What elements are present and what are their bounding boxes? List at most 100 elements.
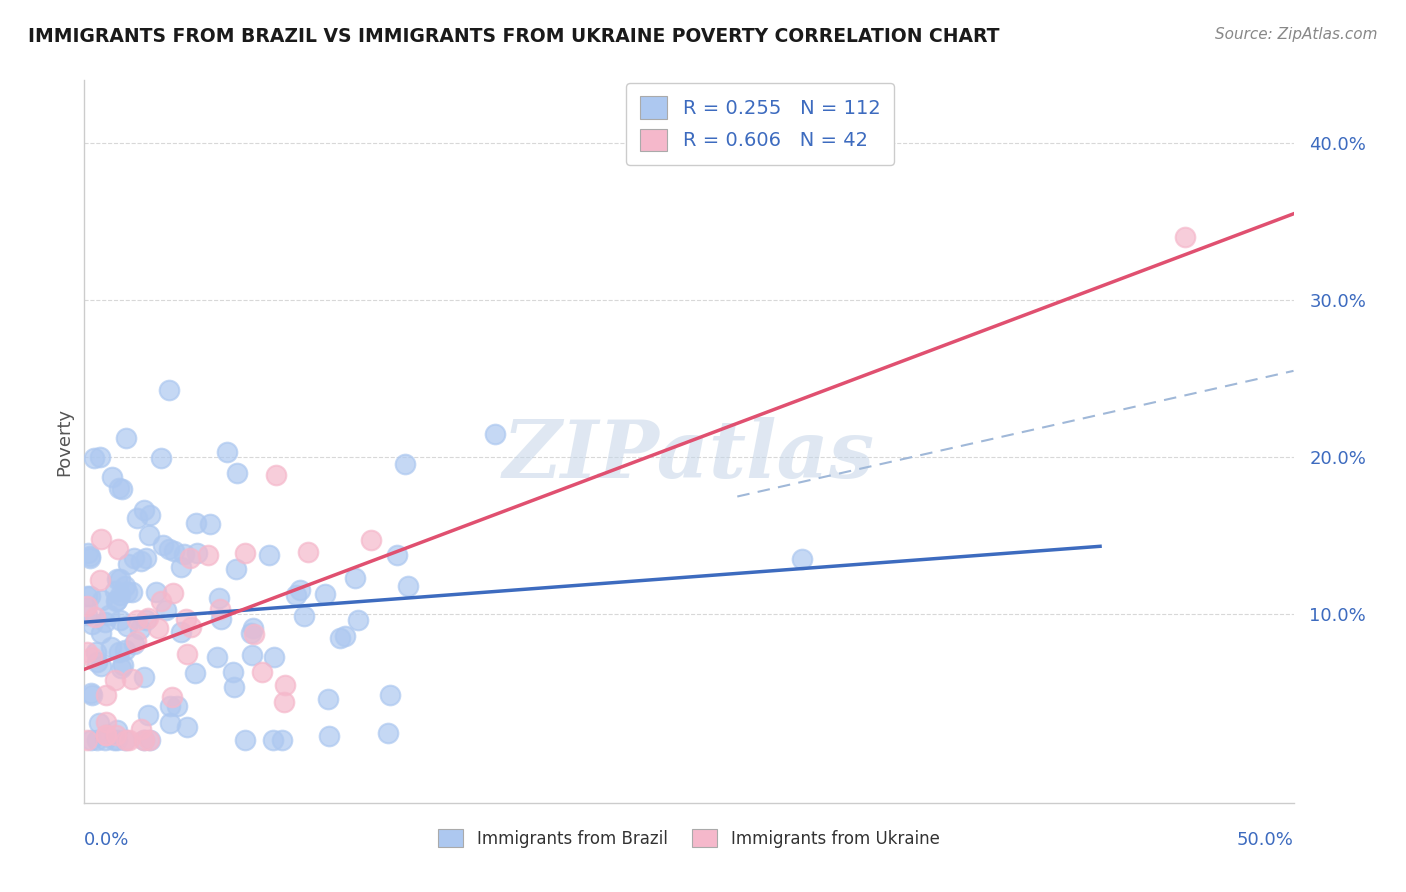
Point (385, 549, 408, 563)
Point (138, 733, 160, 747)
Point (122, 550, 145, 565)
Point (159, 715, 181, 730)
Point (225, 562, 247, 576)
Point (264, 467, 287, 482)
Point (114, 579, 136, 593)
Point (162, 690, 184, 705)
Text: Source: ZipAtlas.com: Source: ZipAtlas.com (1215, 27, 1378, 42)
Point (215, 445, 238, 459)
Point (297, 545, 319, 559)
Point (100, 640, 122, 655)
Point (118, 733, 141, 747)
Point (96, 689, 118, 703)
Point (222, 665, 245, 679)
Point (273, 678, 295, 692)
Point (225, 467, 247, 481)
Point (263, 650, 285, 665)
Point (76, 645, 98, 659)
Point (316, 692, 339, 706)
Point (484, 427, 506, 442)
Point (91, 592, 114, 607)
Point (377, 726, 399, 740)
Point (117, 558, 139, 572)
Point (114, 642, 136, 657)
Point (84, 645, 107, 659)
Point (96, 728, 118, 742)
Point (94, 714, 117, 729)
Point (76, 589, 98, 603)
Point (135, 613, 157, 627)
Point (111, 482, 134, 496)
Point (79, 589, 101, 603)
Point (129, 554, 152, 568)
Point (104, 583, 127, 598)
Point (318, 730, 340, 744)
Text: ZIPatlas: ZIPatlas (503, 417, 875, 495)
Point (198, 516, 221, 531)
Point (89, 450, 111, 464)
Point (209, 612, 232, 626)
Point (89, 715, 111, 730)
Point (135, 551, 157, 566)
Point (174, 612, 197, 626)
Point (86, 733, 108, 747)
Text: IMMIGRANTS FROM BRAZIL VS IMMIGRANTS FROM UKRAINE POVERTY CORRELATION CHART: IMMIGRANTS FROM BRAZIL VS IMMIGRANTS FRO… (28, 27, 1000, 45)
Point (136, 708, 159, 723)
Point (80, 686, 103, 700)
Point (378, 688, 401, 702)
Point (138, 527, 160, 541)
Point (125, 613, 148, 627)
Point (122, 637, 145, 651)
Point (83, 610, 105, 624)
Point (184, 665, 207, 680)
Point (157, 383, 180, 397)
Point (79, 549, 101, 563)
Point (105, 728, 128, 742)
Point (129, 722, 152, 736)
Point (243, 627, 266, 641)
Point (150, 450, 173, 465)
Point (107, 542, 129, 557)
Point (117, 585, 139, 599)
Text: 50.0%: 50.0% (1237, 831, 1294, 849)
Point (108, 614, 131, 628)
Point (86, 655, 108, 669)
Point (80, 617, 103, 632)
Point (250, 665, 273, 679)
Point (180, 620, 202, 634)
Point (139, 733, 162, 747)
Point (207, 650, 229, 665)
Point (121, 585, 143, 599)
Point (77, 546, 100, 560)
Point (76, 607, 98, 622)
Legend: Immigrants from Brazil, Immigrants from Ukraine: Immigrants from Brazil, Immigrants from … (430, 821, 948, 856)
Point (110, 661, 132, 675)
Point (115, 431, 138, 445)
Point (170, 559, 193, 574)
Point (132, 670, 155, 684)
Point (173, 547, 195, 561)
Point (179, 551, 201, 566)
Point (111, 657, 134, 672)
Point (242, 621, 264, 635)
Y-axis label: Poverty: Poverty (55, 408, 73, 475)
Point (347, 613, 370, 627)
Point (117, 619, 139, 633)
Point (233, 733, 256, 747)
Point (105, 572, 128, 586)
Point (335, 629, 357, 643)
Point (83, 450, 105, 465)
Point (82, 650, 104, 665)
Point (134, 733, 156, 747)
Point (146, 621, 169, 635)
Point (209, 602, 232, 616)
Point (108, 481, 131, 495)
Point (262, 733, 284, 747)
Point (105, 593, 128, 607)
Point (108, 645, 131, 659)
Point (222, 680, 245, 694)
Point (273, 695, 295, 709)
Point (125, 634, 148, 648)
Point (114, 733, 136, 747)
Point (155, 603, 177, 617)
